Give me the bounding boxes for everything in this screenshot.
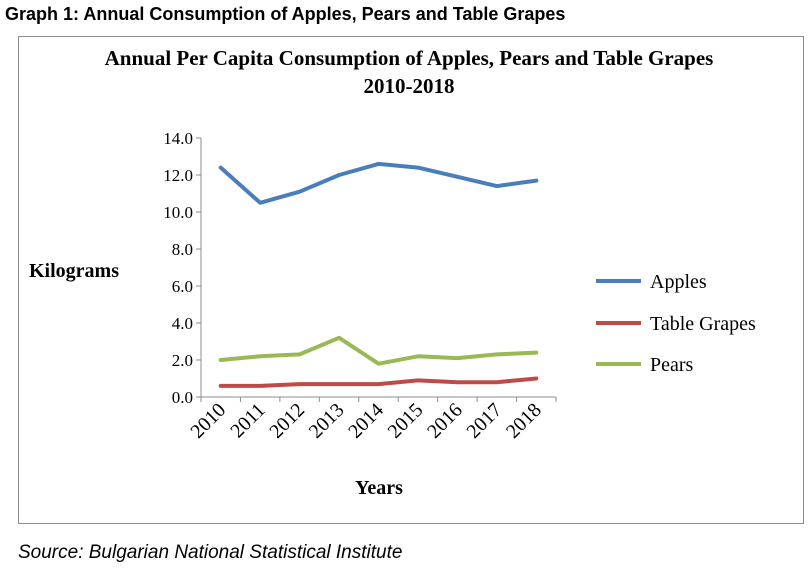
y-tick-label: 14.0 xyxy=(163,129,193,148)
x-tick-label: 2018 xyxy=(502,399,546,443)
y-tick-label: 0.0 xyxy=(172,388,193,407)
source-note: Source: Bulgarian National Statistical I… xyxy=(18,542,403,563)
y-tick-label: 4.0 xyxy=(172,314,193,333)
chart-title: Annual Per Capita Consumption of Apples,… xyxy=(105,46,714,70)
x-tick-label: 2011 xyxy=(226,399,269,442)
y-tick-label: 12.0 xyxy=(163,166,193,185)
legend-label: Table Grapes xyxy=(650,313,756,335)
series-line-apples xyxy=(218,161,539,205)
legend-label: Pears xyxy=(650,354,694,376)
chart-subtitle: 2010-2018 xyxy=(364,74,455,98)
x-tick-label: 2017 xyxy=(463,399,507,443)
y-tick-label: 6.0 xyxy=(172,277,193,296)
x-axis-title: Years xyxy=(355,477,403,499)
page-heading: Graph 1: Annual Consumption of Apples, P… xyxy=(5,4,566,24)
x-tick-label: 2013 xyxy=(305,399,349,443)
y-axis-title: Kilograms xyxy=(29,260,119,282)
series-line-table-grapes xyxy=(218,376,539,388)
y-tick-label: 8.0 xyxy=(172,240,193,259)
x-tick-label: 2012 xyxy=(265,399,309,443)
x-tick-label: 2016 xyxy=(423,399,467,443)
x-tick-label: 2015 xyxy=(384,399,428,443)
y-tick-label: 2.0 xyxy=(172,351,193,370)
chart-area: Annual Per Capita Consumption of Apples,… xyxy=(18,36,804,524)
line-chart: Annual Per Capita Consumption of Apples,… xyxy=(29,46,756,499)
x-tick-label: 2014 xyxy=(344,399,388,443)
legend-label: Apples xyxy=(650,271,707,293)
y-tick-label: 10.0 xyxy=(163,203,193,222)
series-line-pears xyxy=(218,335,539,366)
